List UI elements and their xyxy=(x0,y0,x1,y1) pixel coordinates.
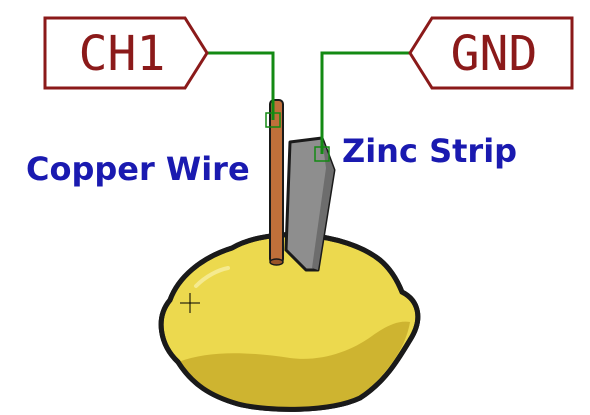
gnd-label-text: GND xyxy=(451,26,538,82)
copper-wire-annotation: Copper Wire xyxy=(26,150,250,188)
gnd-label: GND xyxy=(408,16,574,90)
lemon-highlight xyxy=(194,266,230,288)
zinc-strip xyxy=(284,136,336,272)
lemon-shadow xyxy=(178,321,410,408)
ch1-wire xyxy=(207,51,275,120)
crosshair-icon xyxy=(180,293,200,313)
zinc-pin-marker xyxy=(314,146,330,162)
gnd-wire xyxy=(320,51,410,154)
lemon-outline xyxy=(158,232,421,412)
wires xyxy=(207,51,410,154)
copper-wire xyxy=(269,99,284,266)
ch1-label: CH1 xyxy=(43,16,209,90)
ch1-label-text: CH1 xyxy=(79,26,166,82)
copper-pin-marker xyxy=(265,112,281,128)
lemon xyxy=(158,232,421,412)
zinc-strip-annotation: Zinc Strip xyxy=(342,132,517,170)
